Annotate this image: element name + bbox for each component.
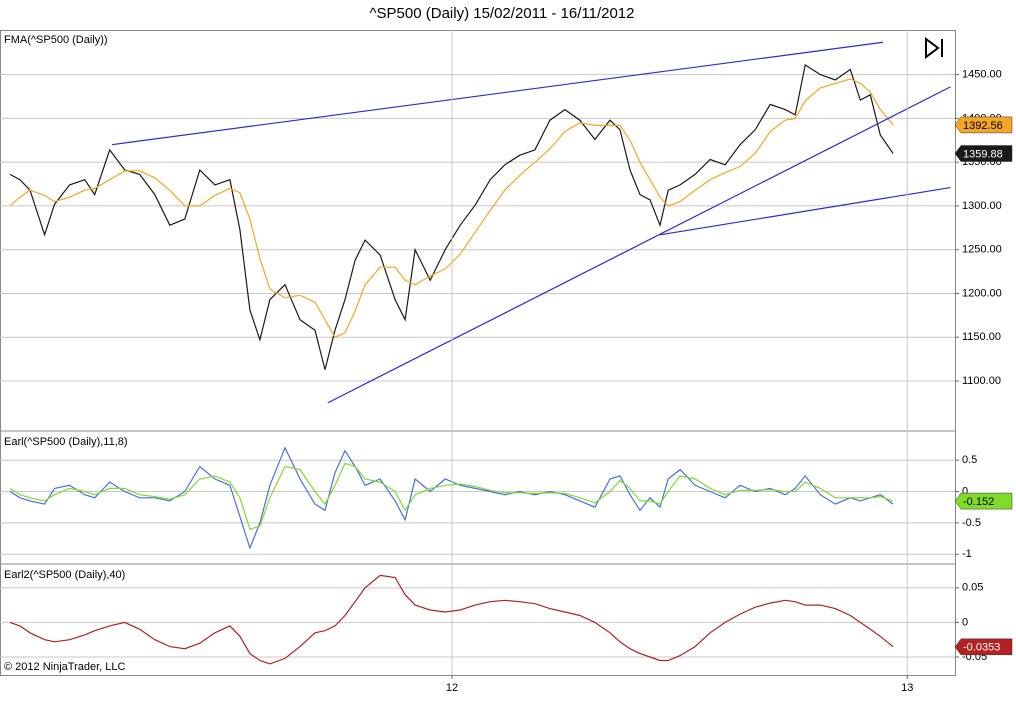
y-tick-label: 0.05 (962, 582, 983, 594)
panel-label: FMA(^SP500 (Daily)) (4, 34, 108, 46)
trendline (111, 41, 884, 146)
last-value-box (954, 638, 1013, 656)
scroll-end-button[interactable] (920, 36, 948, 60)
y-tick-label: 1450.00 (962, 69, 1002, 81)
last-value-box (954, 145, 1013, 162)
credit: © 2012 NinjaTrader, LLC (4, 661, 125, 673)
last-value-label: 1392.56 (963, 120, 1003, 132)
x-tick-label: 12 (446, 682, 458, 694)
y-tick-label: 1150.00 (962, 331, 1001, 343)
last-value-label: -0.152 (963, 496, 994, 508)
y-tick-label: 0 (962, 485, 968, 497)
plot-frame (0, 30, 956, 676)
panel-label: Earl(^SP500 (Daily),11,8) (4, 436, 128, 448)
button-icon (925, 37, 940, 59)
last-value-label: 1359.88 (963, 148, 1003, 160)
last-value-box (954, 116, 1013, 134)
x-tick-label: 13 (901, 682, 913, 694)
chart-title: ^SP500 (Daily) 15/02/2011 - 16/11/2012 (370, 5, 635, 22)
series-line (9, 574, 894, 665)
y-tick-label: 0 (962, 616, 968, 628)
series-line (9, 64, 894, 370)
y-tick-label: -0.5 (962, 517, 981, 529)
trendline (659, 186, 951, 236)
y-tick-label: 0.5 (962, 454, 977, 466)
y-tick-label: 1250.00 (962, 244, 1002, 256)
y-tick-label: 1100.00 (962, 375, 1001, 387)
y-tick-label: 1300.00 (962, 200, 1002, 212)
y-tick-label: 1200.00 (962, 287, 1002, 299)
trendline (327, 86, 951, 404)
series-line (9, 78, 894, 338)
series-line (9, 446, 894, 550)
last-value-box (954, 492, 1013, 510)
y-tick-label: -1 (962, 548, 972, 560)
panel-label: Earl2(^SP500 (Daily),40) (4, 569, 125, 581)
series-line (9, 462, 894, 530)
last-value-label: -0.0353 (963, 642, 1000, 654)
button-bg[interactable] (920, 36, 948, 60)
